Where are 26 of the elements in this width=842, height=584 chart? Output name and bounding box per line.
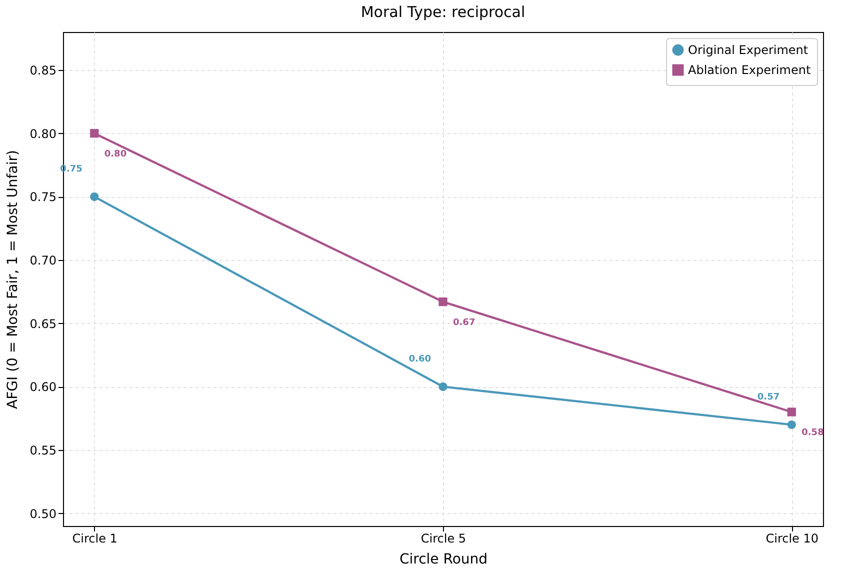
legend-label: Ablation Experiment bbox=[688, 63, 811, 77]
point bbox=[90, 192, 99, 201]
point bbox=[787, 408, 796, 416]
point bbox=[438, 382, 448, 391]
y-tick-label: 0.70 bbox=[30, 254, 56, 268]
y-tick-label: 0.85 bbox=[30, 64, 56, 78]
x-axis-title: Circle Round bbox=[399, 552, 488, 568]
data-label: 0.67 bbox=[453, 318, 476, 328]
y-axis-title: AFGI (0 = Most Fair, 1 = Most Unfair) bbox=[4, 150, 21, 409]
data-label: 0.57 bbox=[757, 392, 780, 403]
y-tick-label: 0.55 bbox=[30, 444, 56, 458]
point bbox=[438, 297, 448, 306]
x-tick-label: Circle 5 bbox=[420, 532, 466, 546]
x-tick-label: Circle 10 bbox=[766, 532, 819, 546]
point bbox=[787, 420, 796, 429]
y-tick-label: 0.50 bbox=[30, 506, 56, 521]
y-tick-label: 0.80 bbox=[30, 126, 56, 141]
data-label: 0.80 bbox=[104, 149, 127, 160]
y-tick-label: 0.65 bbox=[30, 316, 56, 331]
y-tick-label: 0.60 bbox=[30, 380, 56, 394]
x-tick-label: Circle 1 bbox=[72, 532, 118, 546]
y-tick-label: 0.75 bbox=[30, 190, 56, 204]
legend-label: Original Experiment bbox=[688, 43, 808, 57]
data-label: 0.60 bbox=[408, 354, 431, 365]
point bbox=[90, 129, 99, 138]
chart-title: Moral Type: reciprocal bbox=[360, 3, 526, 21]
